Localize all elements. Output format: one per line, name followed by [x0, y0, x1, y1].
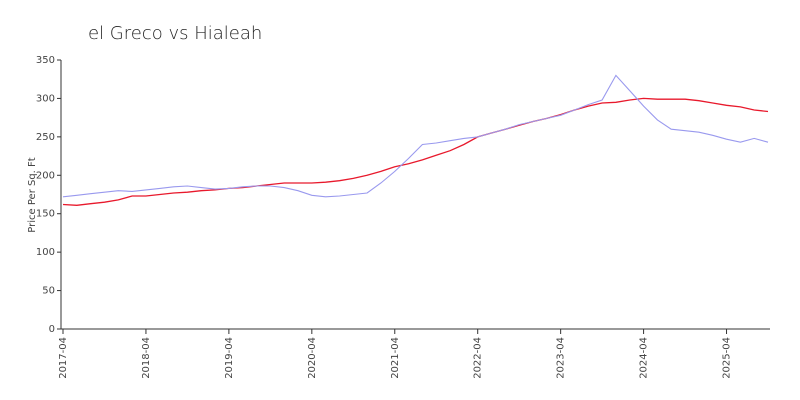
y-tick-label: 50 — [42, 286, 55, 297]
y-tick-label: 0 — [49, 324, 55, 335]
y-tick-label: 100 — [36, 247, 55, 258]
x-tick-label: 2018-04 — [141, 337, 152, 379]
y-axis-label: Price Per Sq. Ft — [27, 157, 38, 232]
y-tick-label: 300 — [36, 93, 55, 104]
y-tick-label: 350 — [36, 55, 55, 66]
y-tick-label: 250 — [36, 132, 55, 143]
y-tick-label: 150 — [36, 209, 55, 220]
x-tick-label: 2025-04 — [722, 337, 733, 379]
y-tick-label: 200 — [36, 170, 55, 181]
chart-title: el Greco vs Hialeah — [88, 23, 262, 44]
x-tick-label: 2021-04 — [390, 337, 401, 379]
series-line — [62, 97, 769, 206]
x-tick-label: 2023-04 — [556, 337, 567, 379]
x-tick-label: 2024-04 — [639, 337, 650, 379]
x-tick-label: 2020-04 — [307, 337, 318, 379]
x-tick-label: 2022-04 — [473, 337, 484, 379]
series-line — [62, 74, 769, 198]
x-tick-label: 2019-04 — [224, 337, 235, 379]
x-tick-label: 2017-04 — [58, 337, 69, 379]
